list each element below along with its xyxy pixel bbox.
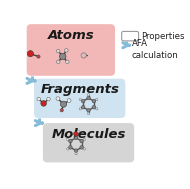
Text: Fragments: Fragments: [40, 83, 119, 96]
Circle shape: [69, 146, 72, 149]
Circle shape: [96, 98, 98, 101]
Circle shape: [65, 49, 68, 52]
Circle shape: [87, 94, 90, 96]
Circle shape: [92, 99, 96, 103]
Circle shape: [96, 108, 98, 110]
Circle shape: [74, 149, 78, 152]
Text: Molecules: Molecules: [51, 128, 126, 141]
Circle shape: [83, 148, 86, 150]
Circle shape: [67, 99, 71, 102]
Circle shape: [66, 60, 69, 64]
Circle shape: [60, 101, 67, 107]
Circle shape: [80, 139, 83, 143]
Circle shape: [37, 55, 40, 58]
Circle shape: [87, 112, 90, 115]
Circle shape: [80, 146, 83, 149]
Circle shape: [92, 105, 96, 109]
Circle shape: [79, 98, 82, 101]
Circle shape: [37, 97, 40, 101]
Circle shape: [60, 109, 63, 112]
Circle shape: [83, 138, 86, 141]
Circle shape: [81, 53, 86, 58]
Circle shape: [87, 108, 90, 112]
Circle shape: [66, 138, 69, 141]
Circle shape: [56, 97, 60, 101]
Circle shape: [87, 96, 90, 100]
Circle shape: [82, 105, 85, 109]
Circle shape: [56, 49, 60, 53]
Circle shape: [56, 60, 60, 64]
Circle shape: [75, 153, 77, 155]
Text: Properties: Properties: [141, 32, 184, 41]
Circle shape: [74, 132, 78, 136]
Circle shape: [66, 148, 69, 150]
Circle shape: [74, 136, 78, 139]
Circle shape: [59, 53, 66, 60]
FancyBboxPatch shape: [27, 24, 115, 76]
Text: AFA
calculation: AFA calculation: [132, 39, 179, 60]
Circle shape: [82, 99, 85, 103]
FancyBboxPatch shape: [34, 79, 125, 118]
Circle shape: [77, 130, 80, 132]
Circle shape: [27, 51, 33, 57]
FancyBboxPatch shape: [122, 31, 139, 41]
FancyBboxPatch shape: [43, 123, 134, 162]
Circle shape: [47, 97, 50, 101]
Circle shape: [41, 101, 46, 106]
Circle shape: [69, 139, 72, 143]
Circle shape: [79, 108, 82, 110]
Text: Atoms: Atoms: [48, 29, 94, 42]
